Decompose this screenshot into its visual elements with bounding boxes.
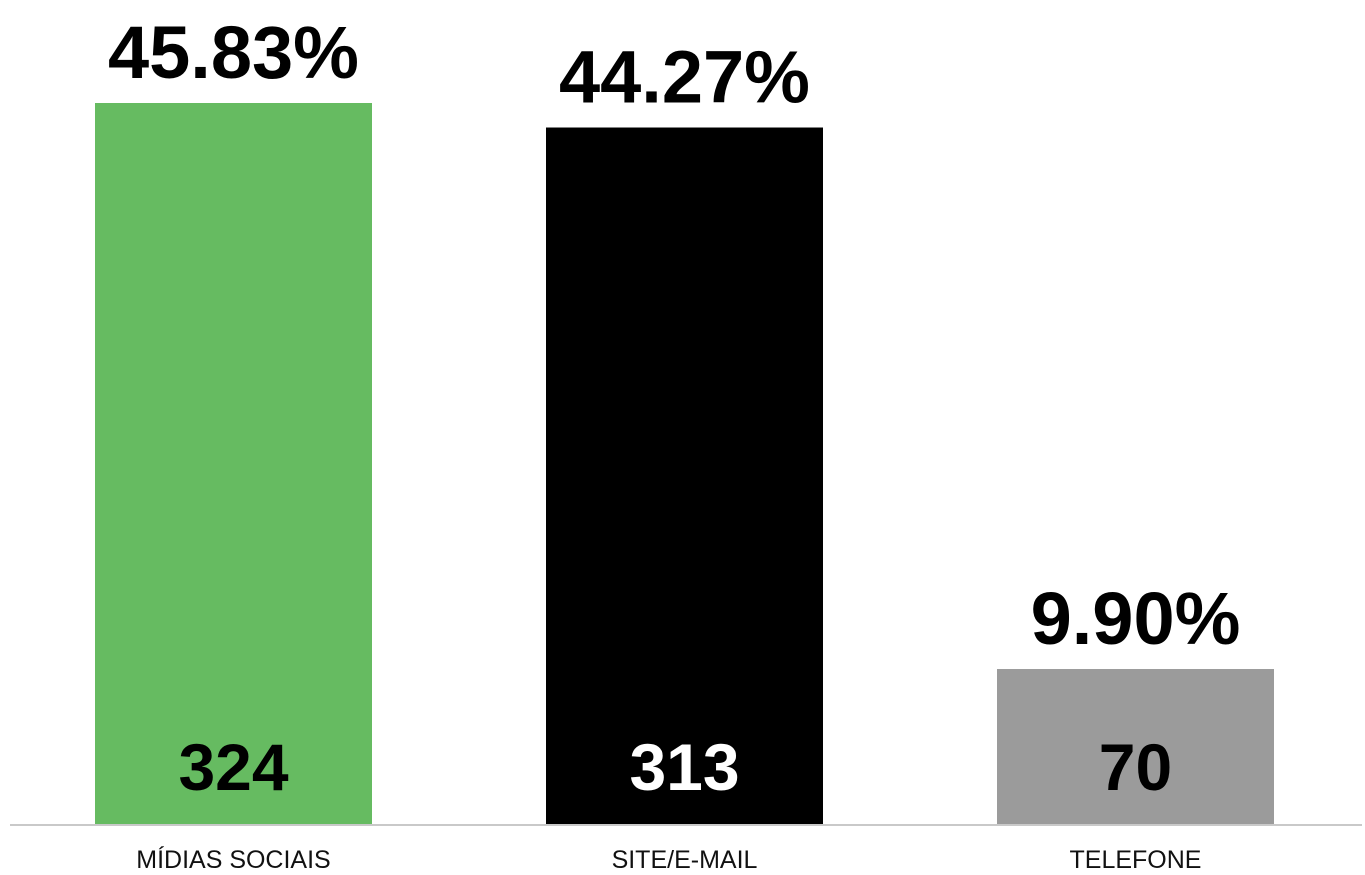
percent-label-telefone: 9.90% — [1031, 577, 1241, 660]
category-label-midias-sociais: MÍDIAS SOCIAIS — [136, 845, 330, 874]
bar-telefone — [997, 669, 1274, 825]
category-label-site-e-mail: SITE/E-MAIL — [612, 846, 758, 874]
bars-layer — [95, 103, 1274, 826]
bar-site-e-mail — [546, 127, 823, 826]
percent-label-midias-sociais: 45.83% — [108, 11, 359, 94]
category-label-telefone: TELEFONE — [1070, 846, 1202, 874]
labels-layer: 45.83% 324 MÍDIAS SOCIAIS 44.27% 313 SITE/E-M… — [108, 11, 1240, 874]
count-label-telefone: 70 — [1099, 730, 1172, 804]
bar-midias-sociais — [95, 103, 372, 825]
count-label-midias-sociais: 324 — [178, 730, 288, 804]
count-label-site-e-mail: 313 — [629, 730, 739, 804]
percent-label-site-e-mail: 44.27% — [559, 36, 810, 119]
